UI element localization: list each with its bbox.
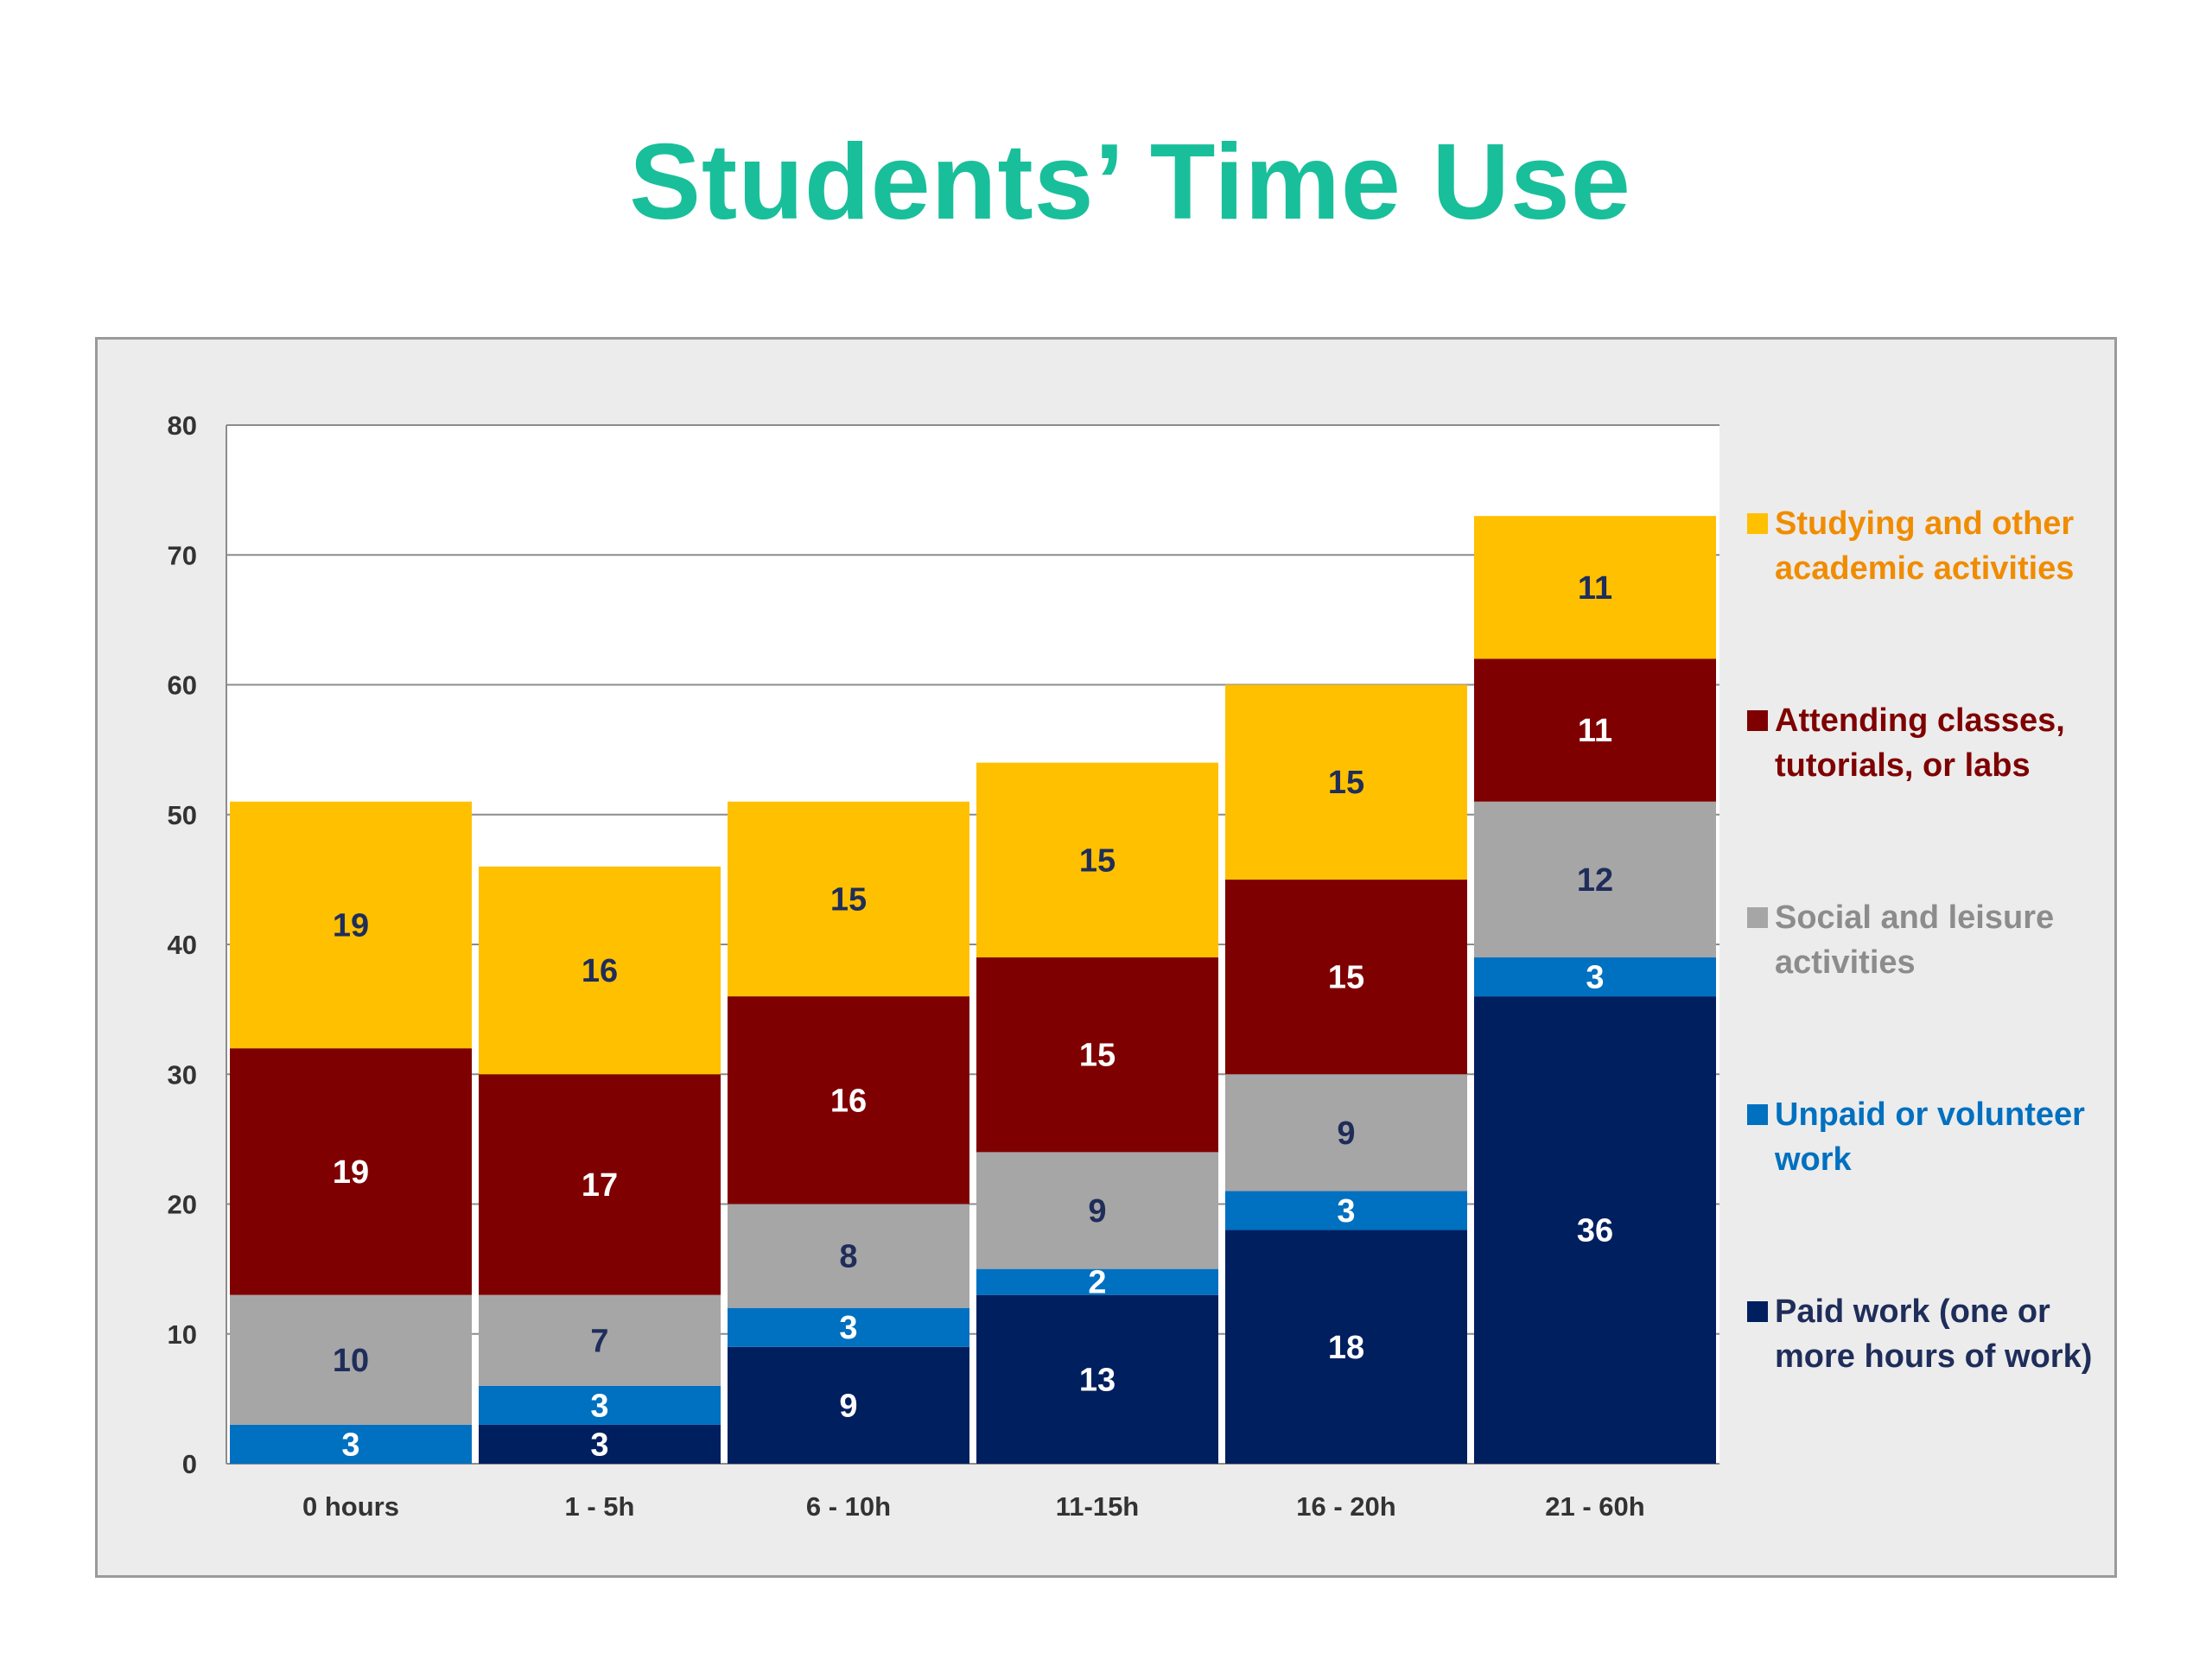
data-label: 3 [839,1310,857,1346]
data-label: 3 [590,1427,608,1463]
data-label: 15 [1079,842,1116,879]
legend-label: Studying and other academic activities [1775,505,2075,587]
data-label: 9 [839,1388,857,1424]
legend-swatch [1747,1301,1768,1322]
data-label: 36 [1577,1213,1613,1249]
legend-swatch [1747,1104,1768,1125]
bar-segment [1225,684,1467,880]
legend-item: Studying and other academic activities [1747,501,2119,591]
bar-segment [230,801,472,1049]
data-label: 17 [582,1167,618,1204]
y-tick-label: 70 [168,540,197,570]
y-tick-label: 60 [168,671,197,701]
bar-segment [976,1268,1218,1295]
data-label: 15 [1328,960,1364,996]
x-tick-label: 21 - 60h [1545,1491,1644,1522]
legend-item: Paid work (one or more hours of work) [1747,1289,2119,1379]
bar-segment [728,1204,969,1308]
legend-swatch [1747,710,1768,731]
data-label: 3 [341,1427,359,1463]
bar-segment [1474,516,1716,659]
data-label: 7 [590,1323,608,1359]
bar-segment [728,1346,969,1464]
legend-label: Social and leisure activities [1775,899,2055,981]
data-label: 18 [1328,1330,1364,1366]
bar-segment [1474,801,1716,958]
bar-segment [976,1294,1218,1464]
bar-segment [479,866,721,1075]
bar-segment [230,1424,472,1464]
bar-segment [1474,957,1716,997]
y-tick-label: 50 [168,800,197,830]
data-label: 15 [1328,765,1364,801]
data-label: 19 [333,1154,369,1191]
bar-segment [728,801,969,997]
bar-segment [479,1385,721,1425]
bar-segment [479,1424,721,1464]
x-tick-label: 11-15h [1056,1491,1140,1522]
y-tick-label: 0 [182,1449,197,1479]
bar-segment [230,1048,472,1295]
data-label: 13 [1079,1362,1116,1398]
bar-segment [1225,879,1467,1075]
legend-label: Unpaid or volunteer work [1775,1096,2085,1178]
chart-title: Students’ Time Use [629,123,1631,242]
bar-segment [1225,1230,1467,1464]
data-label: 11 [1578,713,1612,749]
legend-swatch [1747,513,1768,534]
bar-segment [976,957,1218,1153]
data-label: 12 [1577,862,1613,899]
y-tick-label: 40 [168,930,197,960]
legend-item: Unpaid or volunteer work [1747,1092,2119,1182]
x-tick-label: 6 - 10h [806,1491,891,1522]
bar-segment [1474,658,1716,802]
bar-segment [976,1152,1218,1269]
data-label: 3 [1337,1193,1355,1230]
data-label: 11 [1578,570,1612,607]
data-label: 15 [1079,1038,1116,1074]
data-label: 15 [830,881,867,918]
bar-segment [728,1307,969,1347]
legend-item: Attending classes, tutorials, or labs [1747,698,2119,788]
bar-segment [976,762,1218,958]
data-label: 2 [1088,1265,1106,1301]
y-tick-label: 80 [168,410,197,441]
y-tick-label: 20 [168,1190,197,1220]
legend-swatch [1747,907,1768,928]
data-label: 3 [590,1388,608,1424]
data-label: 9 [1337,1116,1355,1152]
x-tick-label: 0 hours [302,1491,399,1522]
x-tick-label: 1 - 5h [565,1491,635,1522]
data-label: 16 [582,953,618,989]
bar-segment [1225,1191,1467,1230]
legend-label: Paid work (one or more hours of work) [1775,1294,2093,1375]
bar-segment [230,1294,472,1425]
x-tick-label: 16 - 20h [1296,1491,1395,1522]
data-label: 10 [333,1343,369,1379]
bar-segment [479,1294,721,1386]
data-label: 9 [1088,1193,1106,1230]
legend-item: Social and leisure activities [1747,895,2119,985]
data-label: 19 [333,907,369,944]
bar-segment [1474,996,1716,1464]
data-label: 8 [839,1239,857,1275]
bar-segment [728,996,969,1205]
legend-label: Attending classes, tutorials, or labs [1775,702,2065,784]
y-tick-label: 10 [168,1319,197,1350]
data-label: 16 [830,1083,867,1119]
y-tick-label: 30 [168,1059,197,1090]
bar-segment [1225,1074,1467,1192]
bar-segment [479,1074,721,1295]
data-label: 3 [1586,960,1604,996]
